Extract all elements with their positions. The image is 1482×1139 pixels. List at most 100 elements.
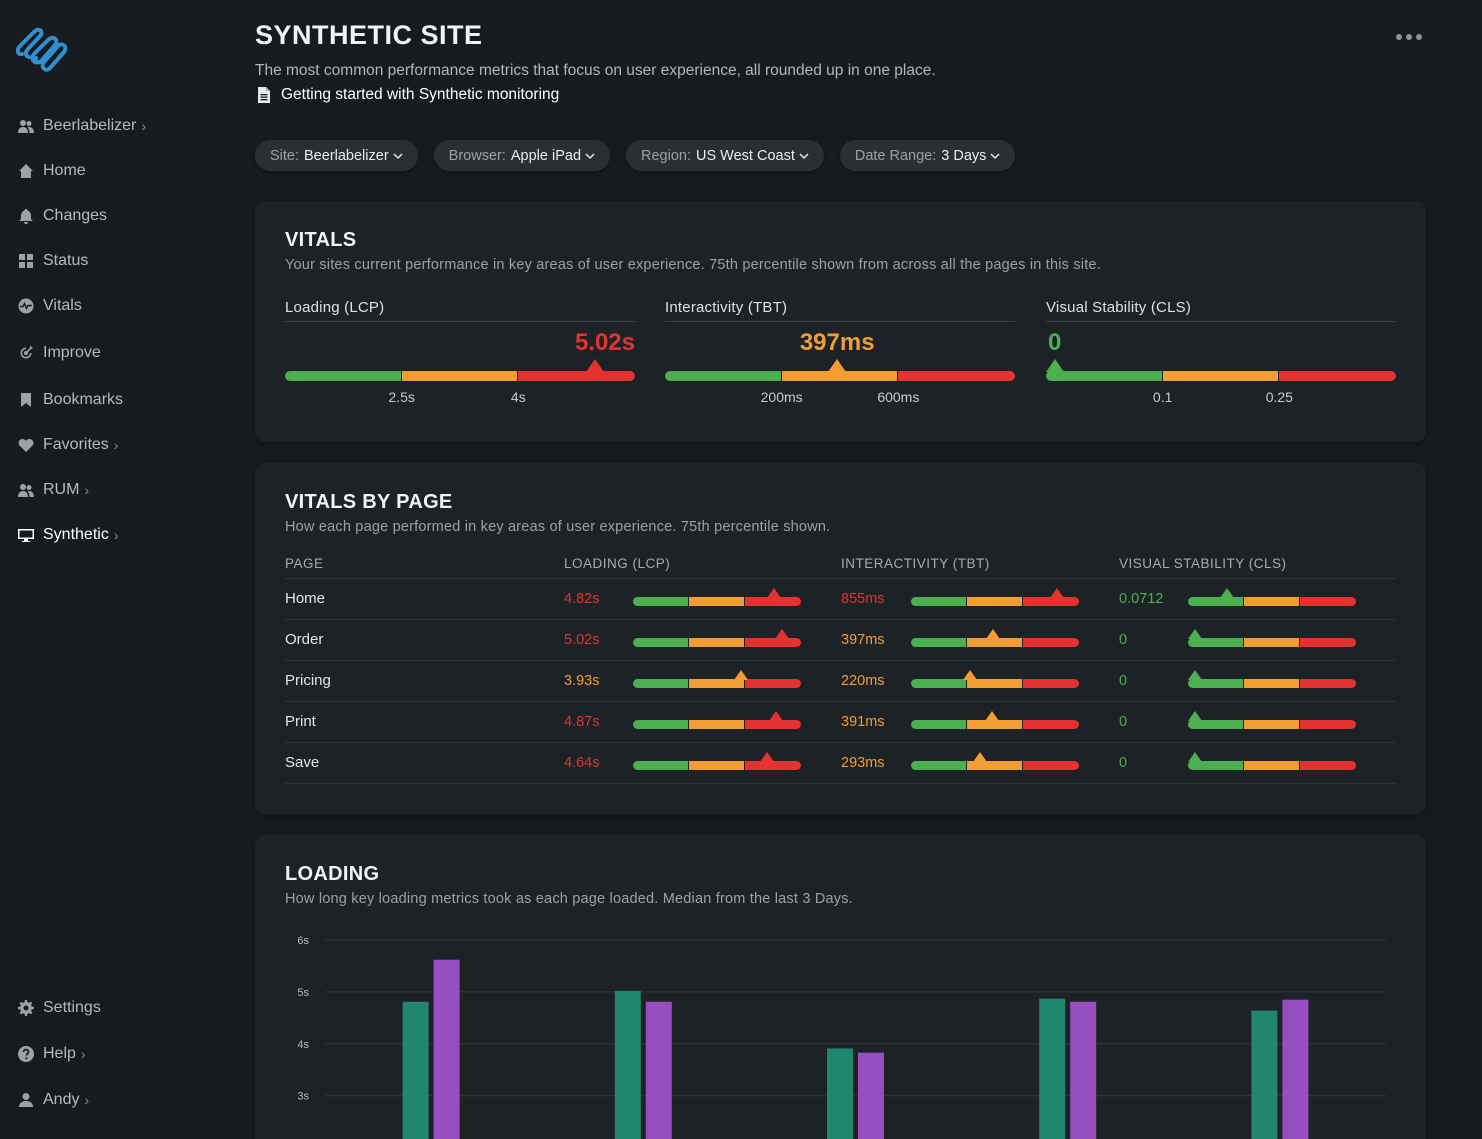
bar-save-series-1[interactable] xyxy=(1251,1010,1278,1139)
sidebar-item-rum[interactable]: RUM › xyxy=(18,478,89,502)
gauge-marker-icon xyxy=(1188,752,1202,762)
gauge-good-segment xyxy=(1188,638,1243,647)
getting-started-link[interactable]: Getting started with Synthetic monitorin… xyxy=(257,86,559,104)
tbt-value: 391ms xyxy=(841,714,885,730)
sidebar-item-status[interactable]: Status xyxy=(18,249,88,273)
sidebar-item-bookmarks[interactable]: Bookmarks xyxy=(18,388,123,412)
gauge-marker-icon xyxy=(774,629,789,639)
sidebar-item-beerlabelizer[interactable]: Beerlabelizer › xyxy=(18,114,146,138)
threshold-label: 200ms xyxy=(760,389,803,405)
sidebar-item-andy[interactable]: Andy › xyxy=(18,1088,89,1112)
sidebar-item-vitals[interactable]: Vitals xyxy=(18,294,82,318)
page-name[interactable]: Home xyxy=(285,590,326,607)
bar-print-series-1[interactable] xyxy=(1039,998,1066,1139)
sidebar-item-label: Home xyxy=(43,162,86,179)
gauge-poor-segment xyxy=(1023,761,1079,770)
gauge-good-segment xyxy=(1046,371,1162,381)
region-filter[interactable]: Region: US West Coast xyxy=(626,140,824,171)
filter-label: Region: xyxy=(641,147,691,164)
vital-gauge xyxy=(1046,359,1396,381)
chevron-right-icon: › xyxy=(80,1046,86,1062)
bar-pricing-series-1[interactable] xyxy=(827,1048,853,1139)
page-name[interactable]: Print xyxy=(285,713,316,730)
table-row[interactable]: Print 4.87s 391ms 0 xyxy=(285,702,1396,743)
chevron-right-icon: › xyxy=(141,118,147,134)
gauge-needs-improvement-segment xyxy=(689,720,744,729)
gauge-needs-improvement-segment xyxy=(689,597,744,606)
loading-chart: 6s 5s 4s 3s xyxy=(297,935,1386,1139)
table-row[interactable]: Save 4.64s 293ms 0 xyxy=(285,743,1396,784)
column-header-page[interactable]: PAGE xyxy=(285,556,324,571)
dot-icon xyxy=(1406,34,1412,40)
vital-tbt: Interactivity (TBT) 397ms 200ms 600ms xyxy=(665,299,1015,419)
lcp-value: 4.87s xyxy=(564,714,600,730)
sidebar-item-label: RUM xyxy=(43,481,80,498)
sidebar-item-settings[interactable]: Settings xyxy=(18,996,101,1020)
tbt-value: 220ms xyxy=(841,673,885,689)
gauge-good-segment xyxy=(1188,679,1243,688)
tbt-gauge xyxy=(911,670,1079,688)
bar-home-series-1[interactable] xyxy=(402,1001,429,1139)
app-logo-icon[interactable] xyxy=(14,24,68,78)
vital-value: 0 xyxy=(1048,329,1062,356)
threshold-label: 600ms xyxy=(877,389,920,405)
gauge-marker-icon xyxy=(760,752,775,762)
table-row[interactable]: Pricing 3.93s 220ms 0 xyxy=(285,661,1396,702)
vitals-by-page-title: VITALS BY PAGE xyxy=(285,491,453,513)
target-icon xyxy=(18,345,34,361)
more-options-button[interactable] xyxy=(1396,30,1422,44)
column-header-tbt[interactable]: INTERACTIVITY (TBT) xyxy=(841,556,990,571)
sidebar-item-favorites[interactable]: Favorites › xyxy=(18,433,118,457)
table-row[interactable]: Home 4.82s 855ms 0.0712 xyxy=(285,579,1396,620)
tbt-value: 397ms xyxy=(841,632,885,648)
cls-gauge xyxy=(1188,588,1356,606)
gauge-poor-segment xyxy=(1023,679,1079,688)
browser-filter[interactable]: Browser: Apple iPad xyxy=(433,140,611,171)
sidebar-item-changes[interactable]: Changes xyxy=(18,204,107,228)
gauge-needs-improvement-segment xyxy=(401,371,518,381)
gauge-poor-segment xyxy=(898,371,1015,381)
tbt-gauge xyxy=(911,752,1079,770)
gauge-poor-segment xyxy=(1300,679,1356,688)
gauge-needs-improvement-segment xyxy=(1244,761,1299,770)
table-row[interactable]: Order 5.02s 397ms 0 xyxy=(285,620,1396,661)
site-filter[interactable]: Site: Beerlabelizer xyxy=(255,140,418,171)
sidebar-item-home[interactable]: Home xyxy=(18,159,86,183)
sidebar-item-label: Andy xyxy=(43,1091,80,1108)
filter-value: US West Coast xyxy=(696,147,795,164)
bar-order-series-1[interactable] xyxy=(614,990,641,1139)
y-tick-label: 6s xyxy=(297,935,309,947)
column-header-lcp[interactable]: LOADING (LCP) xyxy=(564,556,671,571)
bar-home-series-2[interactable] xyxy=(433,959,460,1139)
sidebar-item-improve[interactable]: Improve xyxy=(18,341,101,365)
dot-icon xyxy=(1416,34,1422,40)
gauge-poor-segment xyxy=(1300,597,1356,606)
chevron-down-icon xyxy=(990,152,1000,159)
threshold-label: 0.25 xyxy=(1265,389,1293,405)
vital-cls: Visual Stability (CLS) 0 0.1 0.25 xyxy=(1046,299,1396,419)
sidebar-item-help[interactable]: Help › xyxy=(18,1042,86,1066)
gauge-poor-segment xyxy=(1023,597,1079,606)
y-tick-label: 4s xyxy=(297,1039,309,1051)
column-header-cls[interactable]: VISUAL STABILITY (CLS) xyxy=(1119,556,1287,571)
users-icon xyxy=(18,118,34,134)
sidebar-item-synthetic[interactable]: Synthetic › xyxy=(18,523,118,547)
vitals-subtitle: Your sites current performance in key ar… xyxy=(285,257,1101,273)
page-name[interactable]: Pricing xyxy=(285,672,331,689)
bar-print-series-2[interactable] xyxy=(1070,1001,1097,1139)
table-header: PAGE LOADING (LCP) INTERACTIVITY (TBT) V… xyxy=(285,555,1396,579)
cls-value: 0 xyxy=(1119,632,1128,648)
bar-save-series-2[interactable] xyxy=(1282,999,1309,1139)
page-name[interactable]: Save xyxy=(285,754,320,771)
sidebar-item-label: Changes xyxy=(43,207,108,224)
bar-order-series-2[interactable] xyxy=(645,1001,672,1139)
bookmark-icon xyxy=(18,392,34,408)
bar-pricing-series-2[interactable] xyxy=(858,1052,884,1139)
dot-icon xyxy=(1396,34,1402,40)
date-range-filter[interactable]: Date Range: 3 Days xyxy=(839,140,1016,171)
sidebar-item-label: Synthetic xyxy=(43,526,109,543)
gauge-poor-segment xyxy=(745,761,801,770)
gear-icon xyxy=(18,1000,34,1016)
sidebar-item-label: Vitals xyxy=(43,297,82,314)
page-name[interactable]: Order xyxy=(285,631,324,648)
